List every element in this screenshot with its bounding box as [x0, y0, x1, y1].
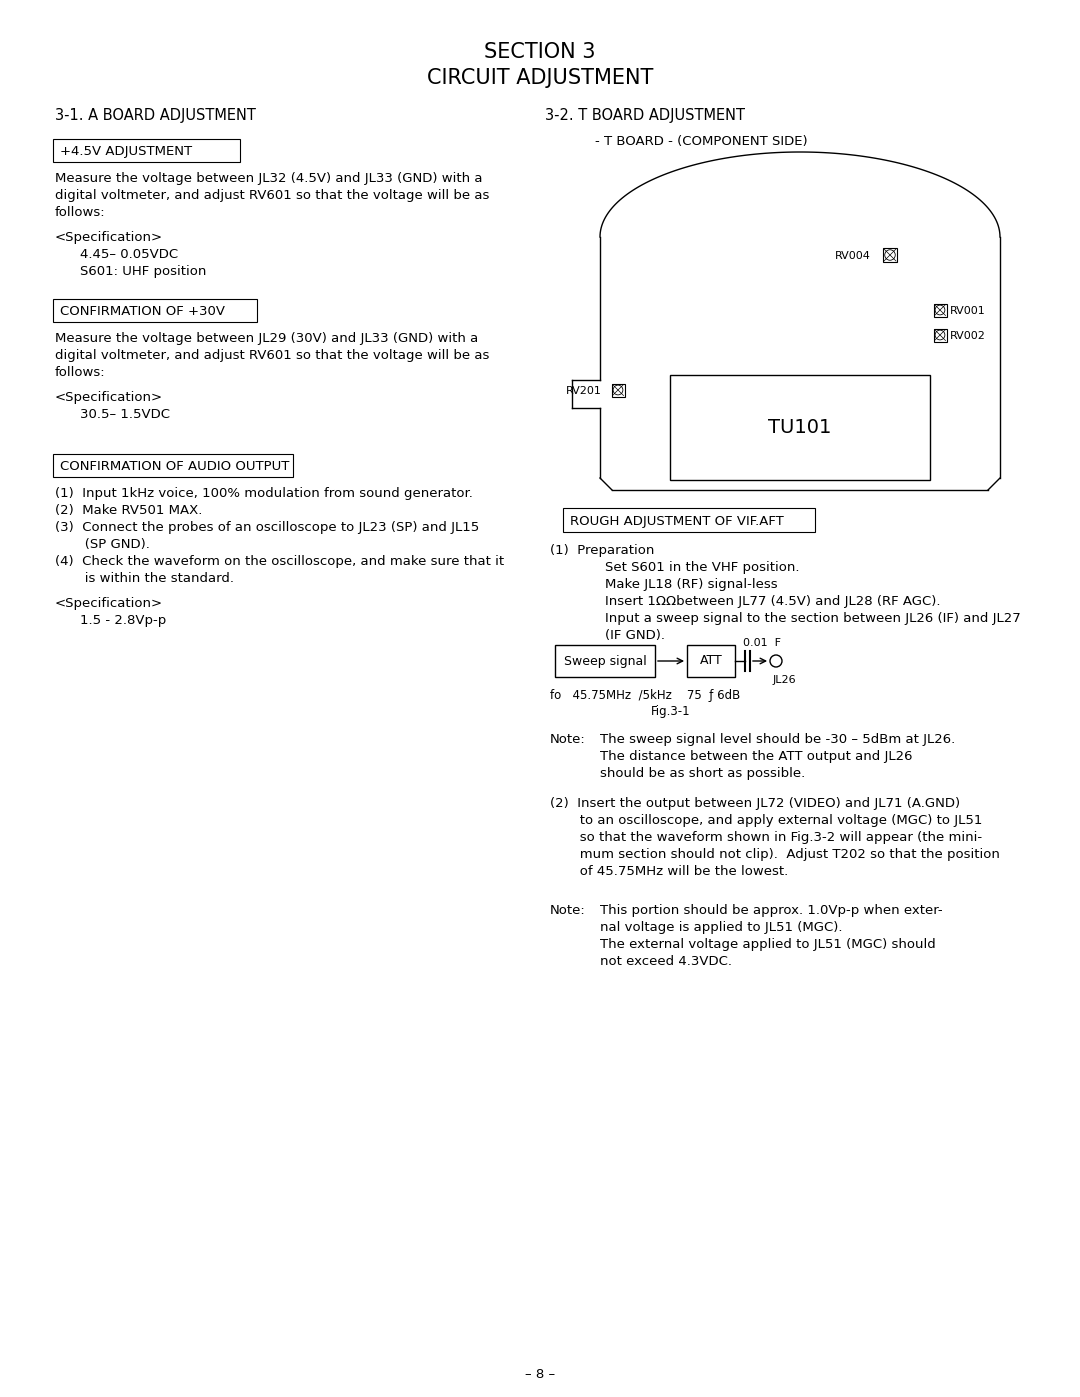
- Text: CONFIRMATION OF AUDIO OUTPUT: CONFIRMATION OF AUDIO OUTPUT: [60, 460, 289, 474]
- Text: 1.5 - 2.8Vp-p: 1.5 - 2.8Vp-p: [80, 615, 166, 627]
- Text: (4)  Check the waveform on the oscilloscope, and make sure that it: (4) Check the waveform on the oscillosco…: [55, 555, 504, 569]
- Text: This portion should be approx. 1.0Vp-p when exter-: This portion should be approx. 1.0Vp-p w…: [600, 904, 943, 916]
- Text: ROUGH ADJUSTMENT OF VIF.AFT: ROUGH ADJUSTMENT OF VIF.AFT: [570, 515, 784, 528]
- Text: fo   45.75MHz  /5kHz    75  ƒ 6dB: fo 45.75MHz /5kHz 75 ƒ 6dB: [550, 689, 740, 703]
- Text: follows:: follows:: [55, 205, 106, 219]
- Text: 4.45– 0.05VDC: 4.45– 0.05VDC: [80, 249, 178, 261]
- FancyBboxPatch shape: [555, 645, 654, 678]
- Text: digital voltmeter, and adjust RV601 so that the voltage will be as: digital voltmeter, and adjust RV601 so t…: [55, 349, 489, 362]
- Text: (2)  Make RV501 MAX.: (2) Make RV501 MAX.: [55, 504, 202, 517]
- Text: Measure the voltage between JL32 (4.5V) and JL33 (GND) with a: Measure the voltage between JL32 (4.5V) …: [55, 172, 483, 184]
- Text: (IF GND).: (IF GND).: [605, 629, 665, 643]
- Text: The sweep signal level should be -30 – 5dBm at JL26.: The sweep signal level should be -30 – 5…: [600, 733, 955, 746]
- Text: RV201: RV201: [566, 386, 602, 395]
- Text: Input a sweep signal to the section between JL26 (IF) and JL27: Input a sweep signal to the section betw…: [605, 612, 1021, 624]
- Text: Note:: Note:: [550, 733, 585, 746]
- Text: Fig.3-1: Fig.3-1: [650, 705, 690, 718]
- Text: 3-2. T BOARD ADJUSTMENT: 3-2. T BOARD ADJUSTMENT: [545, 108, 745, 123]
- Text: to an oscilloscope, and apply external voltage (MGC) to JL51: to an oscilloscope, and apply external v…: [550, 814, 983, 827]
- Text: RV004: RV004: [835, 251, 870, 261]
- Text: ATT: ATT: [700, 655, 723, 668]
- Text: (1)  Input 1kHz voice, 100% modulation from sound generator.: (1) Input 1kHz voice, 100% modulation fr…: [55, 488, 473, 500]
- Text: (1)  Preparation: (1) Preparation: [550, 543, 654, 557]
- Text: – 8 –: – 8 –: [525, 1368, 555, 1382]
- Text: 30.5– 1.5VDC: 30.5– 1.5VDC: [80, 408, 170, 420]
- Text: (SP GND).: (SP GND).: [55, 538, 150, 550]
- Text: Set S601 in the VHF position.: Set S601 in the VHF position.: [605, 562, 799, 574]
- Text: The distance between the ATT output and JL26: The distance between the ATT output and …: [600, 750, 913, 763]
- FancyBboxPatch shape: [670, 374, 930, 481]
- Text: 0.01  F: 0.01 F: [743, 638, 781, 648]
- Text: Sweep signal: Sweep signal: [564, 655, 646, 668]
- Text: Make JL18 (RF) signal-less: Make JL18 (RF) signal-less: [605, 578, 778, 591]
- Text: The external voltage applied to JL51 (MGC) should: The external voltage applied to JL51 (MG…: [600, 937, 935, 951]
- Text: RV002: RV002: [950, 331, 986, 341]
- Text: +4.5V ADJUSTMENT: +4.5V ADJUSTMENT: [60, 145, 192, 158]
- FancyBboxPatch shape: [611, 384, 624, 397]
- FancyBboxPatch shape: [933, 303, 946, 317]
- Text: nal voltage is applied to JL51 (MGC).: nal voltage is applied to JL51 (MGC).: [600, 921, 842, 935]
- Text: (3)  Connect the probes of an oscilloscope to JL23 (SP) and JL15: (3) Connect the probes of an oscilloscop…: [55, 521, 480, 534]
- Text: digital voltmeter, and adjust RV601 so that the voltage will be as: digital voltmeter, and adjust RV601 so t…: [55, 189, 489, 203]
- FancyBboxPatch shape: [563, 509, 815, 532]
- Text: S601: UHF position: S601: UHF position: [80, 265, 206, 278]
- Text: TU101: TU101: [768, 418, 832, 437]
- Text: of 45.75MHz will be the lowest.: of 45.75MHz will be the lowest.: [550, 865, 788, 877]
- Text: CONFIRMATION OF +30V: CONFIRMATION OF +30V: [60, 305, 225, 319]
- Text: JL26: JL26: [773, 675, 797, 685]
- Text: Note:: Note:: [550, 904, 585, 916]
- FancyBboxPatch shape: [53, 138, 240, 162]
- Text: not exceed 4.3VDC.: not exceed 4.3VDC.: [600, 956, 732, 968]
- FancyBboxPatch shape: [687, 645, 735, 678]
- Text: <Specification>: <Specification>: [55, 391, 163, 404]
- FancyBboxPatch shape: [933, 328, 946, 341]
- Text: <Specification>: <Specification>: [55, 231, 163, 244]
- FancyBboxPatch shape: [53, 299, 257, 321]
- FancyBboxPatch shape: [53, 454, 293, 476]
- Text: mum section should not clip).  Adjust T202 so that the position: mum section should not clip). Adjust T20…: [550, 848, 1000, 861]
- Text: is within the standard.: is within the standard.: [55, 571, 234, 585]
- Text: follows:: follows:: [55, 366, 106, 379]
- Text: RV001: RV001: [950, 306, 986, 316]
- Text: SECTION 3: SECTION 3: [484, 42, 596, 61]
- Text: so that the waveform shown in Fig.3-2 will appear (the mini-: so that the waveform shown in Fig.3-2 wi…: [550, 831, 982, 844]
- FancyBboxPatch shape: [883, 249, 897, 263]
- Text: Insert 1ΩΩbetween JL77 (4.5V) and JL28 (RF AGC).: Insert 1ΩΩbetween JL77 (4.5V) and JL28 (…: [605, 595, 941, 608]
- Text: - T BOARD - (COMPONENT SIDE): - T BOARD - (COMPONENT SIDE): [595, 136, 808, 148]
- Text: 3-1. A BOARD ADJUSTMENT: 3-1. A BOARD ADJUSTMENT: [55, 108, 256, 123]
- Text: should be as short as possible.: should be as short as possible.: [600, 767, 806, 780]
- Text: <Specification>: <Specification>: [55, 597, 163, 610]
- Text: CIRCUIT ADJUSTMENT: CIRCUIT ADJUSTMENT: [427, 68, 653, 88]
- Text: Measure the voltage between JL29 (30V) and JL33 (GND) with a: Measure the voltage between JL29 (30V) a…: [55, 332, 478, 345]
- Text: (2)  Insert the output between JL72 (VIDEO) and JL71 (A.GND): (2) Insert the output between JL72 (VIDE…: [550, 798, 960, 810]
